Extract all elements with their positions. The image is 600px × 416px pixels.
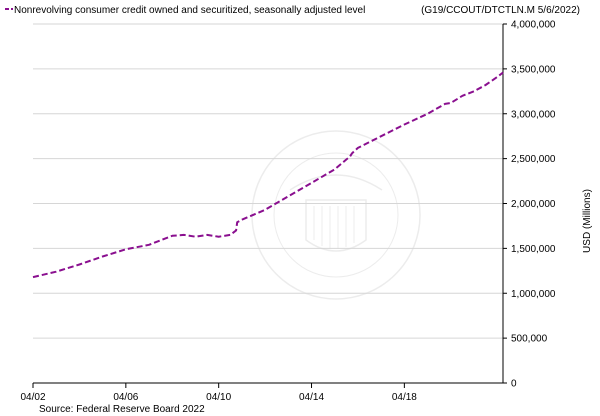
y-tick-label: 3,500,000 (511, 64, 556, 75)
y-tick-label: 1,000,000 (511, 289, 556, 300)
y-tick-label: 500,000 (511, 334, 548, 345)
x-tick-label: 04/06 (113, 392, 138, 403)
y-tick-label: 4,000,000 (511, 20, 556, 31)
y-tick-label: 2,000,000 (511, 199, 556, 210)
series-area (32, 71, 504, 279)
y-axis-title: USD (Millions) (582, 189, 593, 253)
y-tick-label: 2,500,000 (511, 154, 556, 165)
gridlines (33, 23, 503, 339)
x-tick-label: 04/02 (20, 392, 45, 403)
y-tick-label: 0 (511, 379, 517, 390)
y-tick-label: 3,000,000 (511, 109, 556, 120)
legend: Nonrevolving consumer credit owned and s… (5, 5, 365, 16)
x-tick-label: 04/10 (206, 392, 231, 403)
federal-reserve-seal-watermark (251, 130, 421, 300)
y-tick-label: 1,500,000 (511, 244, 556, 255)
x-tick-label: 04/14 (299, 392, 324, 403)
source-note: Source: Federal Reserve Board 2022 (39, 404, 205, 415)
x-axis: 04/02 04/06 04/10 04/14 04/18 (20, 382, 503, 403)
y-axis: 0 500,000 1,000,000 1,500,000 2,000,000 2,500… (502, 20, 556, 390)
x-tick-label: 04/18 (392, 392, 417, 403)
legend-label: Nonrevolving consumer credit owned and s… (14, 5, 365, 16)
series-code: (G19/CCOUT/DTCTLN.M 5/6/2022) (421, 5, 580, 16)
series-line (32, 71, 504, 279)
